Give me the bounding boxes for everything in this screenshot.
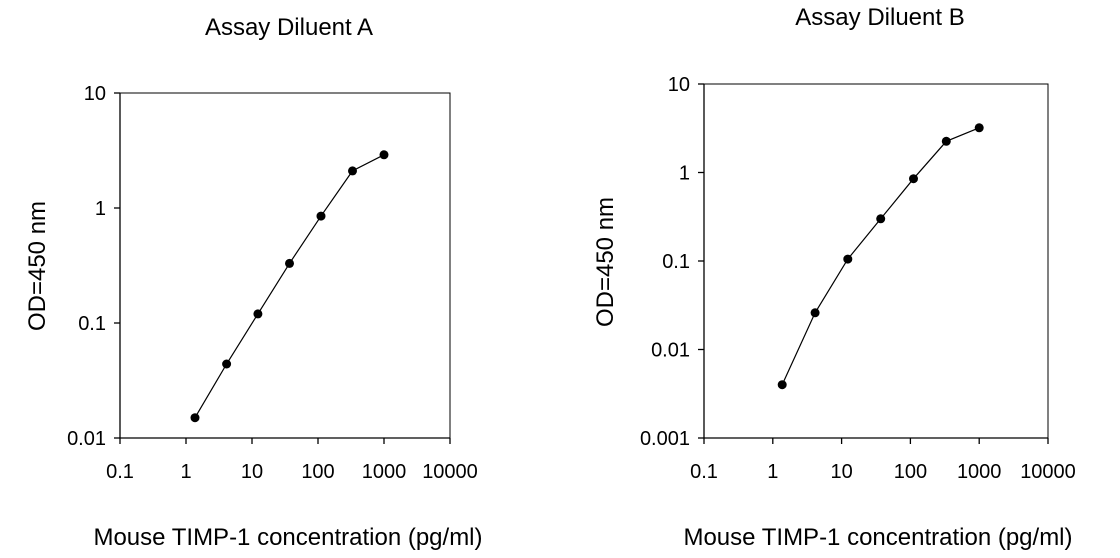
plot-frame bbox=[119, 92, 451, 439]
y-tick-label: 0.1 bbox=[78, 313, 106, 335]
y-tick-label: 0.001 bbox=[640, 428, 690, 450]
data-point bbox=[909, 174, 918, 184]
y-tick-label: 1 bbox=[679, 163, 690, 185]
data-point bbox=[222, 359, 232, 369]
x-tick-label: 10000 bbox=[1020, 461, 1076, 483]
x-tick-label: 1000 bbox=[957, 461, 1002, 483]
chart-title: Assay Diluent A bbox=[205, 14, 373, 41]
y-axis: 10 1 0.1 0.01 bbox=[67, 83, 121, 450]
y-axis-label: OD=450 nm bbox=[24, 201, 51, 331]
data-point bbox=[777, 380, 787, 390]
data-point bbox=[974, 123, 984, 133]
data-point bbox=[379, 150, 389, 160]
x-tick-label: 100 bbox=[301, 461, 334, 483]
x-tick-label: 10 bbox=[241, 461, 263, 483]
y-axis: 10 1 0.1 0.01 0.001 bbox=[640, 74, 705, 450]
data-point bbox=[316, 211, 326, 221]
chart-title: Assay Diluent B bbox=[795, 4, 964, 31]
data-point bbox=[843, 254, 853, 264]
y-tick-label: 10 bbox=[84, 83, 106, 105]
y-axis-label: OD=450 nm bbox=[592, 197, 619, 327]
data-point bbox=[285, 258, 294, 268]
x-axis: 0.1 1 10 100 1000 10000 bbox=[690, 437, 1076, 483]
x-axis-label: Mouse TIMP-1 concentration (pg/ml) bbox=[683, 524, 1072, 551]
plot-frame bbox=[703, 83, 1049, 439]
y-tick-label: 1 bbox=[95, 198, 106, 220]
x-tick-label: 0.1 bbox=[690, 461, 718, 483]
x-axis-label: Mouse TIMP-1 concentration (pg/ml) bbox=[93, 524, 482, 551]
data-series bbox=[190, 150, 389, 423]
data-point bbox=[810, 308, 820, 318]
data-point bbox=[190, 413, 200, 423]
data-point bbox=[348, 166, 357, 176]
x-tick-label: 1 bbox=[767, 461, 778, 483]
x-tick-label: 10000 bbox=[422, 461, 478, 483]
x-axis: 0.1 1 10 100 1000 10000 bbox=[106, 437, 478, 483]
data-point bbox=[876, 214, 886, 224]
y-tick-label: 0.01 bbox=[651, 340, 690, 362]
data-point bbox=[941, 136, 951, 146]
data-point bbox=[253, 309, 263, 319]
x-tick-label: 100 bbox=[894, 461, 927, 483]
y-tick-label: 0.01 bbox=[67, 428, 106, 450]
x-tick-label: 1000 bbox=[362, 461, 407, 483]
y-tick-label: 10 bbox=[668, 74, 690, 96]
x-tick-label: 1 bbox=[180, 461, 191, 483]
data-series bbox=[777, 123, 984, 390]
series-line bbox=[781, 127, 980, 385]
x-tick-label: 0.1 bbox=[106, 461, 134, 483]
y-tick-label: 0.1 bbox=[662, 251, 690, 273]
x-tick-label: 10 bbox=[830, 461, 852, 483]
series-line bbox=[194, 154, 385, 419]
